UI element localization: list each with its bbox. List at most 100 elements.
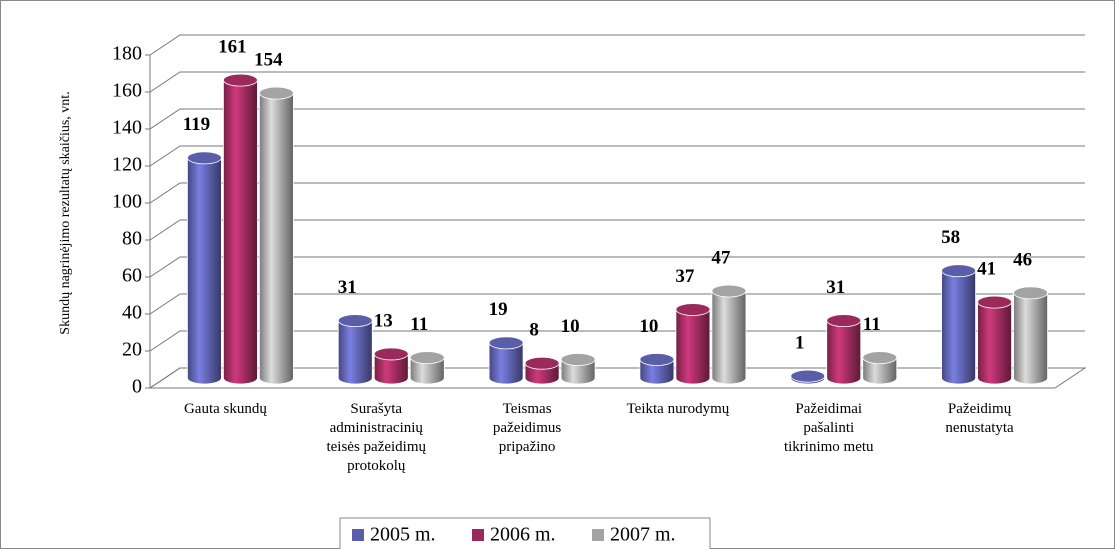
- data-label: 161: [218, 37, 247, 58]
- grid-line: [149, 367, 1085, 389]
- data-label: 58: [941, 227, 960, 248]
- bar-top: [977, 295, 1012, 309]
- legend-box: [339, 517, 711, 549]
- bar-top: [409, 351, 445, 365]
- bar: [862, 351, 898, 385]
- bar-body: [826, 320, 862, 385]
- y-tick-label: 40: [122, 302, 142, 324]
- bar-body: [639, 359, 675, 385]
- bar-top: [259, 86, 294, 100]
- y-tick-label: 160: [112, 80, 142, 102]
- data-label: 46: [1013, 249, 1032, 270]
- bar: [259, 86, 294, 385]
- data-label: 154: [254, 49, 283, 70]
- legend-swatch: [352, 529, 364, 541]
- bar: [1013, 286, 1048, 385]
- bar-body: [223, 79, 258, 385]
- bar-top: [711, 284, 747, 298]
- bar-top: [337, 314, 373, 328]
- data-label: 11: [410, 314, 428, 335]
- bar-top: [1013, 286, 1048, 300]
- x-tick-label: Pažeidimų nenustatyta: [945, 401, 1014, 436]
- bar-top: [675, 303, 711, 316]
- bar-body: [675, 309, 711, 385]
- grid-line: [149, 219, 1085, 241]
- x-tick-label: Teismas pažeidimus pripažino: [493, 401, 561, 455]
- bar-top: [223, 73, 258, 87]
- data-label: 119: [183, 114, 210, 135]
- bar-top: [941, 264, 976, 278]
- data-label: 19: [489, 299, 508, 320]
- data-label: 41: [977, 259, 996, 280]
- bar-body: [560, 359, 596, 385]
- bar: [373, 347, 409, 385]
- data-label: 37: [675, 266, 695, 287]
- data-label: 1: [795, 333, 805, 354]
- bar-top: [524, 356, 560, 370]
- bar-body: [941, 270, 976, 385]
- y-axis-title: Skundų nagrinėjimo rezultatų skaičius, v…: [58, 91, 73, 334]
- bar: [941, 264, 976, 385]
- data-label: 31: [826, 277, 845, 298]
- bar-body: [488, 342, 524, 385]
- bar-top: [826, 314, 862, 328]
- bar: [790, 369, 826, 385]
- grid-line: [149, 182, 1085, 204]
- data-label: 10: [639, 316, 658, 337]
- data-label: 47: [711, 247, 731, 268]
- grid-line: [149, 145, 1085, 167]
- grid-line: [149, 330, 1085, 352]
- y-tick-label: 0: [132, 376, 142, 398]
- bar-body: [409, 357, 445, 385]
- bar: [826, 314, 862, 385]
- bar: [977, 295, 1012, 385]
- bar-body: [977, 301, 1012, 385]
- legend-label: 2006 m.: [490, 524, 556, 546]
- bar-top: [560, 353, 596, 366]
- bar-body: [711, 290, 747, 385]
- legend-swatch: [592, 529, 604, 541]
- data-label: 31: [338, 277, 357, 298]
- bar: [337, 314, 373, 385]
- grid-line: [149, 108, 1085, 130]
- bar-body: [337, 320, 373, 385]
- data-label: 13: [374, 310, 393, 331]
- bar-top: [488, 336, 524, 350]
- bar: [711, 284, 747, 385]
- legend: 2005 m. 2006 m. 2007 m.: [339, 517, 711, 549]
- x-tick-label: Surašyta administracinių teisės pažeidimų p…: [326, 401, 426, 474]
- x-tick-label: Gauta skundų: [184, 401, 267, 417]
- bar-top: [373, 347, 409, 361]
- x-tick-label: Pažeidimai pašalinti tikrinimo metu: [784, 401, 874, 455]
- bar: [409, 351, 445, 385]
- bar-body: [1013, 292, 1048, 385]
- data-label: 8: [529, 320, 539, 341]
- bar-body: [862, 357, 898, 385]
- bar: [639, 353, 675, 385]
- bar: [560, 353, 596, 385]
- grid-line: [149, 71, 1085, 93]
- bar: [223, 73, 258, 385]
- y-tick-label: 180: [112, 43, 142, 65]
- legend-swatch: [472, 529, 484, 541]
- bar-top: [790, 369, 826, 383]
- bar-top: [639, 353, 675, 366]
- y-tick-label: 140: [112, 117, 142, 139]
- y-tick-label: 120: [112, 154, 142, 176]
- legend-label: 2005 m.: [370, 524, 436, 546]
- y-tick-label: 20: [122, 339, 142, 361]
- bar-top: [862, 351, 898, 365]
- bar: [524, 356, 560, 385]
- grid-line: [149, 293, 1085, 315]
- y-tick-label: 80: [122, 228, 142, 250]
- data-label: 11: [863, 314, 881, 335]
- bar-top: [187, 151, 222, 165]
- bar-body: [259, 92, 294, 385]
- bar: [488, 336, 524, 385]
- grid-line: [149, 256, 1085, 278]
- bar: [675, 303, 711, 385]
- y-tick-label: 100: [112, 191, 142, 213]
- x-tick-label: Teikta nurodymų: [627, 401, 730, 417]
